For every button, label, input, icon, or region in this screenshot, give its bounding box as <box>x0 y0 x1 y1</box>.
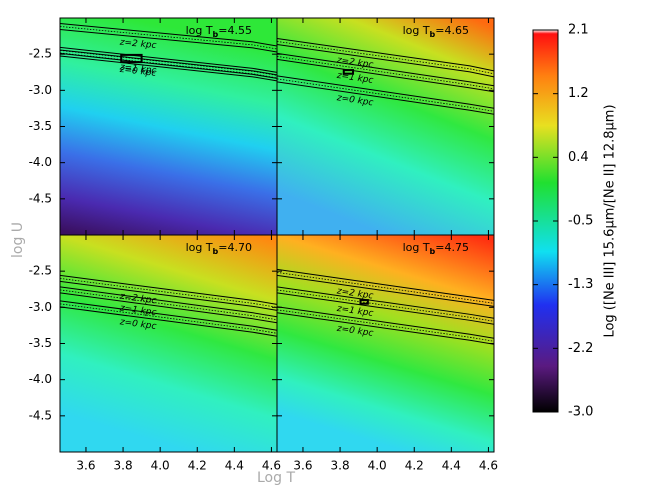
title-main: log T <box>186 241 213 254</box>
y-tick-label: -4.0 <box>29 155 52 169</box>
contour-edge <box>277 312 494 345</box>
x-tick-label: 4.2 <box>405 459 424 473</box>
contour-line <box>60 278 277 308</box>
title-rest: =4.75 <box>435 241 469 254</box>
title-sub: b <box>430 30 436 39</box>
contour-edge <box>277 52 494 87</box>
x-tick-label: 3.6 <box>293 459 312 473</box>
contour-edge <box>277 43 494 78</box>
contour-line <box>277 272 494 304</box>
region-box <box>120 53 143 64</box>
contour-edge <box>60 49 277 76</box>
title-sub: b <box>213 247 219 256</box>
x-tick-label: 3.6 <box>76 459 95 473</box>
colorbar-label: Log ([Ne III] 15.6μm/[Ne II] 12.8μm) <box>603 104 618 337</box>
contour-line <box>60 52 277 79</box>
x-tick-label: 4.4 <box>225 459 244 473</box>
contour-edge <box>60 300 277 331</box>
contour-edge <box>277 81 494 115</box>
colorbar-tick-label: -2.2 <box>568 341 593 356</box>
contour-edge <box>277 58 494 93</box>
title-sub: b <box>213 30 219 39</box>
y-tick-label: -3.5 <box>29 119 52 133</box>
panel-title: log Tb=4.70 <box>186 241 252 256</box>
heatmap <box>60 235 277 452</box>
contour-line <box>60 289 277 321</box>
y-tick-label: -3.0 <box>29 300 52 314</box>
region-box <box>342 69 355 75</box>
contour-edge <box>60 52 277 79</box>
contour-edge <box>277 292 494 325</box>
colorbar-tick-label: 2.1 <box>568 23 589 38</box>
colorbar-tick-label: -3.0 <box>568 405 593 420</box>
colorbar-tick-label: -0.5 <box>568 214 593 229</box>
x-tick-label: 4.6 <box>479 459 498 473</box>
y-tick-label: -3.0 <box>29 83 52 97</box>
contour-line <box>277 78 494 112</box>
title-main: log T <box>403 24 430 37</box>
x-tick-label: 4.6 <box>262 459 281 473</box>
x-tick-label: 4.2 <box>188 459 207 473</box>
contour-edge <box>60 306 277 337</box>
heatmap <box>277 235 494 452</box>
contour-line <box>277 56 494 90</box>
contour-edge <box>60 22 277 47</box>
contour-line <box>277 289 494 322</box>
title-rest: =4.65 <box>435 24 469 37</box>
y-tick-label: -2.5 <box>29 47 52 61</box>
panel-title: log Tb=4.65 <box>403 24 469 39</box>
contour-line <box>60 303 277 334</box>
contour-edge <box>277 75 494 109</box>
title-sub: b <box>430 247 436 256</box>
contour-label: z=0 kpc <box>118 65 157 79</box>
contour-edge <box>277 286 494 319</box>
contour-edge <box>277 306 494 339</box>
contour-edge <box>277 268 494 301</box>
y-tick-label: -4.0 <box>29 372 52 386</box>
colorbar-tick-label: -1.3 <box>568 277 593 292</box>
contour-edge <box>277 274 494 307</box>
title-rest: =4.70 <box>218 241 252 254</box>
title-main: log T <box>186 24 213 37</box>
x-axis-label: Log T <box>257 470 295 486</box>
contour-edge <box>277 37 494 72</box>
contour-label: z=2 kpc <box>118 292 157 307</box>
title-main: log T <box>403 241 430 254</box>
title-rest: =4.55 <box>218 24 252 37</box>
contour-line <box>277 41 494 75</box>
x-tick-label: 3.8 <box>114 459 133 473</box>
y-tick-label: -4.5 <box>29 191 52 205</box>
contour-label: z=0 kpc <box>118 317 157 332</box>
y-tick-label: -4.5 <box>29 408 52 422</box>
colorbar-tick-label: 0.4 <box>568 150 589 165</box>
x-tick-label: 4.4 <box>442 459 461 473</box>
x-tick-label: 4.0 <box>368 459 387 473</box>
y-axis-label: log U <box>10 222 26 258</box>
contour-line <box>277 309 494 342</box>
contour-label: z=2 kpc <box>118 38 157 52</box>
contour-line <box>60 26 277 50</box>
y-tick-label: -2.5 <box>29 264 52 278</box>
colorbar-tick-label: 1.2 <box>568 86 589 101</box>
x-tick-label: 4.0 <box>151 459 170 473</box>
panel-title: log Tb=4.75 <box>403 241 469 256</box>
panel-title: log Tb=4.55 <box>186 24 252 39</box>
contour-edge <box>60 274 277 305</box>
region-box <box>359 299 369 305</box>
contour-edge <box>60 28 277 53</box>
y-tick-label: -3.5 <box>29 336 52 350</box>
heatmap <box>277 18 494 235</box>
contour-edge <box>60 280 277 311</box>
contour-edge <box>60 292 277 324</box>
contour-edge <box>60 286 277 318</box>
x-tick-label: 3.8 <box>331 459 350 473</box>
